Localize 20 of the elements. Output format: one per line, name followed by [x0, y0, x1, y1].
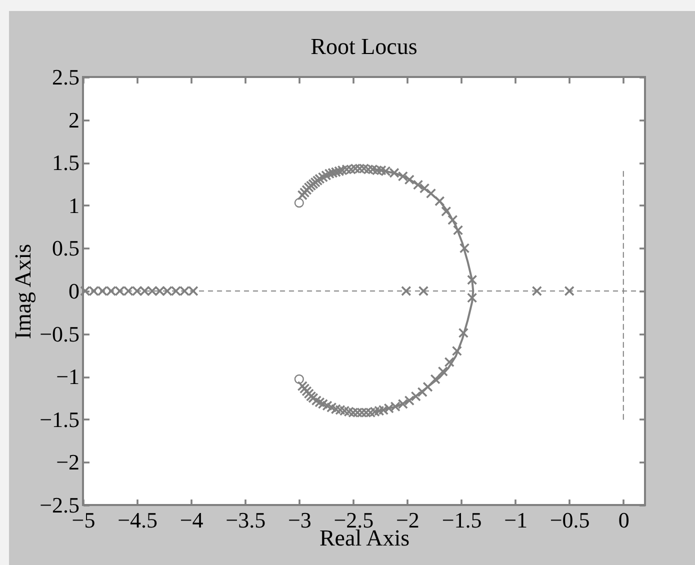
y-tick-label: −0.5 — [40, 321, 80, 346]
y-tick-label: 2 — [68, 107, 80, 132]
x-tick-label: −4.5 — [118, 508, 158, 532]
x-tick-label: −1.5 — [442, 508, 482, 532]
x-tick-label: −4 — [180, 508, 204, 532]
y-tick-label: 1.5 — [52, 150, 80, 176]
y-tick-label: 1 — [68, 192, 80, 218]
y-tick-label: −1 — [56, 364, 80, 390]
y-axis-title: Imag Axis — [10, 244, 36, 340]
y-tick-label: 2.5 — [52, 64, 80, 90]
y-tick-label: 0 — [68, 278, 80, 304]
x-tick-label: −0.5 — [550, 508, 590, 532]
x-tick-label: −3.5 — [226, 508, 266, 532]
y-tick-label: −2 — [56, 450, 80, 475]
x-tick-label: −1 — [504, 508, 528, 532]
x-tick-label: 0 — [618, 508, 630, 532]
x-tick-label: −3 — [288, 508, 312, 532]
y-tick-label: −1.5 — [40, 406, 80, 432]
y-tick-label: 0.5 — [52, 236, 80, 261]
chart-title: Root Locus — [310, 34, 418, 59]
